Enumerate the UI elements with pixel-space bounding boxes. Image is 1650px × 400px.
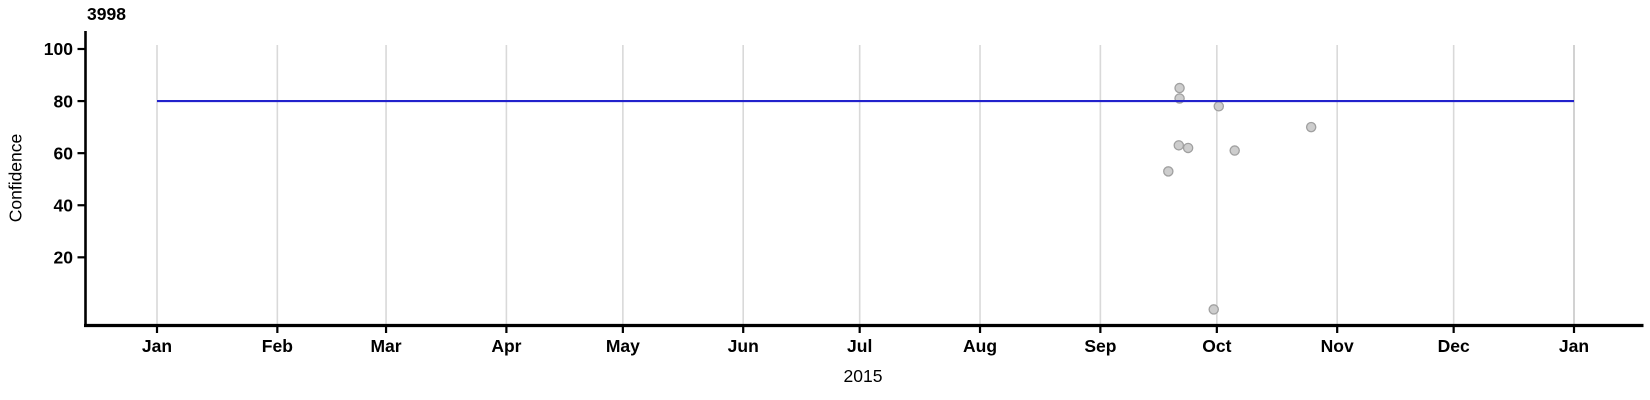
x-tick-label: Sep (1084, 336, 1116, 356)
x-tick-label: Jul (847, 336, 872, 356)
x-tick-label: Jan (142, 336, 172, 356)
x-tick-label: Jun (728, 336, 759, 356)
data-point (1163, 166, 1174, 177)
y-tick-label: 100 (44, 39, 73, 59)
x-tick-label: Jan (1559, 336, 1589, 356)
data-point (1213, 101, 1225, 112)
y-tick-label: 40 (54, 195, 74, 215)
y-tick-label: 80 (54, 91, 74, 111)
count-label: 3998 (87, 4, 126, 24)
y-tick-label: 20 (54, 248, 74, 268)
x-tick-label: Apr (491, 336, 521, 356)
data-point (1305, 121, 1317, 133)
y-axis-title: Confidence (5, 133, 26, 223)
x-tick-label: May (606, 336, 640, 356)
x-tick-label: Nov (1321, 336, 1354, 356)
x-axis-title: 2015 (843, 366, 883, 386)
data-point (1229, 145, 1240, 156)
x-tick-label: Feb (262, 336, 293, 356)
x-tick-label: Dec (1438, 336, 1470, 356)
data-point (1182, 142, 1194, 154)
x-tick-label: Aug (963, 336, 997, 356)
y-tick-label: 60 (54, 143, 74, 163)
x-tick-label: Mar (370, 336, 401, 356)
data-point (1174, 82, 1185, 94)
x-tick-label: Oct (1202, 336, 1231, 356)
data-point (1173, 140, 1185, 151)
data-point (1208, 304, 1219, 315)
